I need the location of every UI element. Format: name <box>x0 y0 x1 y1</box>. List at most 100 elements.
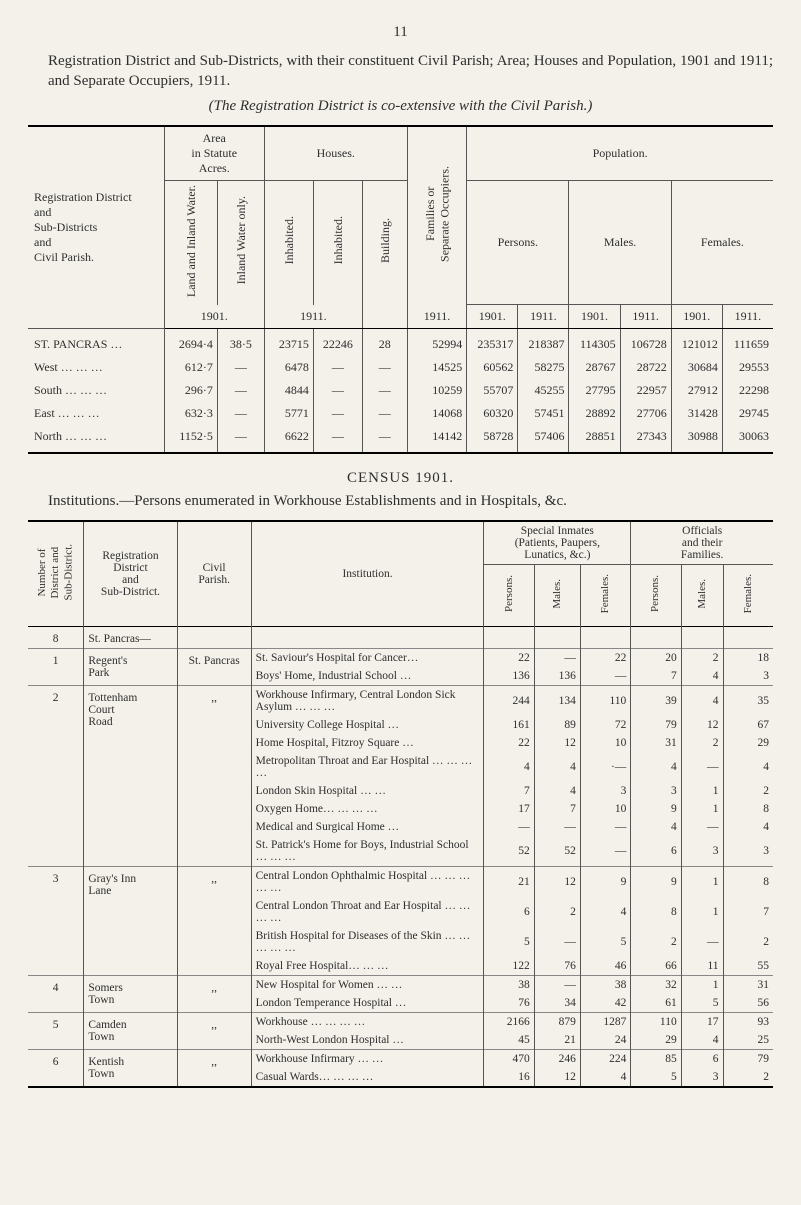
cell: 2 <box>534 897 580 927</box>
cell: 136 <box>534 667 580 686</box>
cell <box>580 626 630 648</box>
t2-sub-4: Males. <box>694 573 711 615</box>
cell: — <box>362 379 407 402</box>
t1-area-col-0: Land and Inland Water. <box>184 185 198 297</box>
block-registration: Regent'sPark <box>84 648 177 685</box>
cell: 52994 <box>407 329 466 357</box>
cell: 22957 <box>620 379 671 402</box>
cell: 3 <box>631 782 681 800</box>
cell: 14068 <box>407 402 466 425</box>
cell: 35 <box>723 685 773 716</box>
cell: — <box>580 667 630 686</box>
cell: North … … … <box>28 425 164 453</box>
cell: Central London Ophthalmic Hospital … … …… <box>251 866 484 897</box>
cell <box>251 626 484 648</box>
cell: — <box>534 648 580 667</box>
cell: 60562 <box>467 356 518 379</box>
cell: Metropolitan Throat and Ear Hospital … …… <box>251 752 484 782</box>
cell: 879 <box>534 1012 580 1031</box>
cell: 4 <box>580 1068 630 1087</box>
cell: 5 <box>681 994 723 1013</box>
cell: 6622 <box>264 425 313 453</box>
block-number: 3 <box>28 866 84 975</box>
cell: St. Patrick's Home for Boys, Industrial … <box>251 836 484 867</box>
cell: Workhouse Infirmary … … <box>251 1049 484 1068</box>
cell: 4 <box>723 752 773 782</box>
cell <box>631 626 681 648</box>
cell: 7 <box>631 667 681 686</box>
t1-pop-y1: 1911. <box>518 305 569 329</box>
cell: East … … … <box>28 402 164 425</box>
cell: 28851 <box>569 425 620 453</box>
cell: 29553 <box>722 356 773 379</box>
cell: 246 <box>534 1049 580 1068</box>
t2-sub-5: Females. <box>740 568 757 619</box>
cell: 25 <box>723 1031 773 1050</box>
cell: 218387 <box>518 329 569 357</box>
cell: 31 <box>723 975 773 994</box>
cell: 27343 <box>620 425 671 453</box>
cell: 34 <box>534 994 580 1013</box>
cell: 2166 <box>484 1012 534 1031</box>
cell: — <box>534 975 580 994</box>
cell: 10 <box>580 800 630 818</box>
cell: London Temperance Hospital … <box>251 994 484 1013</box>
cell: 6478 <box>264 356 313 379</box>
cell: 66 <box>631 957 681 976</box>
cell: 39 <box>631 685 681 716</box>
block-registration: TottenhamCourtRoad <box>84 685 177 866</box>
parenthetical: (The Registration District is co-extensi… <box>28 98 773 115</box>
t1-pop-persons: Persons. <box>467 180 569 305</box>
cell: — <box>362 402 407 425</box>
cell: 46 <box>580 957 630 976</box>
cell: 79 <box>723 1049 773 1068</box>
cell: 60320 <box>467 402 518 425</box>
intro-paragraph: Registration District and Sub-Districts,… <box>28 51 773 92</box>
t1-houses-year-1: 1911. <box>264 305 362 329</box>
cell: 89 <box>534 716 580 734</box>
t1-houses-col-1: Inhabited. <box>331 216 345 264</box>
cell: 4 <box>681 1031 723 1050</box>
cell: 3 <box>681 1068 723 1087</box>
cell: 58728 <box>467 425 518 453</box>
cell: — <box>313 425 362 453</box>
cell: 110 <box>580 685 630 716</box>
cell: 161 <box>484 716 534 734</box>
cell: South … … … <box>28 379 164 402</box>
block-civil-parish <box>177 626 251 648</box>
cell: 56 <box>723 994 773 1013</box>
cell: 5771 <box>264 402 313 425</box>
cell: 10 <box>580 734 630 752</box>
cell: 10259 <box>407 379 466 402</box>
registration-table: Registration DistrictandSub-Districtsand… <box>28 125 773 455</box>
block-civil-parish: ,, <box>177 975 251 1012</box>
cell: 4 <box>681 667 723 686</box>
block-civil-parish: ,, <box>177 866 251 975</box>
census-heading: CENSUS 1901. <box>28 470 773 487</box>
cell: 17 <box>681 1012 723 1031</box>
cell: 38 <box>580 975 630 994</box>
cell: 14142 <box>407 425 466 453</box>
cell: 244 <box>484 685 534 716</box>
cell: Royal Free Hospital… … … <box>251 957 484 976</box>
cell: Workhouse … … … … <box>251 1012 484 1031</box>
cell: — <box>313 356 362 379</box>
cell: Casual Wards… … … … <box>251 1068 484 1087</box>
block-civil-parish: ,, <box>177 685 251 866</box>
table-row: 4SomersTown,,New Hospital for Women … …3… <box>28 975 773 994</box>
cell: — <box>217 356 264 379</box>
block-registration: SomersTown <box>84 975 177 1012</box>
cell: Boys' Home, Industrial School … <box>251 667 484 686</box>
page-number: 11 <box>28 24 773 41</box>
cell: 122 <box>484 957 534 976</box>
cell: 22 <box>484 734 534 752</box>
cell: 1 <box>681 975 723 994</box>
cell: 76 <box>534 957 580 976</box>
cell: 27706 <box>620 402 671 425</box>
block-registration: KentishTown <box>84 1049 177 1087</box>
cell: 4 <box>631 818 681 836</box>
block-registration: St. Pancras— <box>84 626 177 648</box>
cell: 2 <box>723 927 773 957</box>
cell: ST. PANCRAS … <box>28 329 164 357</box>
cell: 42 <box>580 994 630 1013</box>
